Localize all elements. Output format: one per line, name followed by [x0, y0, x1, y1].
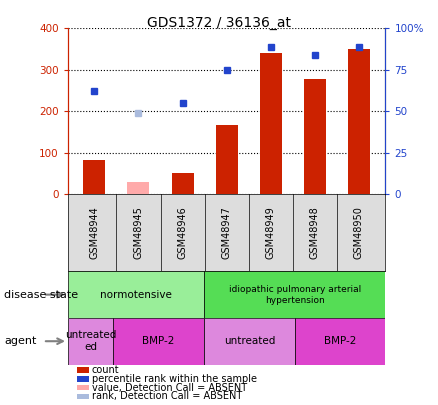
Text: GSM48946: GSM48946 — [177, 207, 187, 259]
Text: normotensive: normotensive — [100, 290, 172, 300]
Text: count: count — [92, 365, 119, 375]
Text: idiopathic pulmonary arterial
hypertension: idiopathic pulmonary arterial hypertensi… — [229, 285, 361, 305]
Bar — [68, 318, 113, 364]
Bar — [348, 49, 370, 194]
Bar — [172, 173, 194, 194]
Text: percentile rank within the sample: percentile rank within the sample — [92, 374, 257, 384]
Text: untreated: untreated — [224, 336, 275, 346]
Text: GDS1372 / 36136_at: GDS1372 / 36136_at — [147, 16, 291, 30]
Text: GSM48950: GSM48950 — [354, 207, 364, 259]
Bar — [68, 271, 204, 318]
Bar — [113, 318, 204, 364]
Text: GSM48948: GSM48948 — [310, 207, 320, 259]
Text: GSM48945: GSM48945 — [134, 207, 144, 259]
Text: GSM48944: GSM48944 — [89, 207, 99, 259]
Text: BMP-2: BMP-2 — [142, 336, 175, 346]
Bar — [260, 53, 282, 194]
Text: untreated
ed: untreated ed — [65, 330, 116, 352]
Text: BMP-2: BMP-2 — [324, 336, 356, 346]
Bar — [204, 271, 385, 318]
Bar — [204, 318, 295, 364]
Bar — [295, 318, 385, 364]
Bar — [215, 125, 238, 194]
Text: GSM48949: GSM48949 — [266, 207, 276, 259]
Bar — [83, 160, 106, 194]
Text: disease state: disease state — [4, 290, 78, 300]
Text: value, Detection Call = ABSENT: value, Detection Call = ABSENT — [92, 383, 247, 392]
Text: rank, Detection Call = ABSENT: rank, Detection Call = ABSENT — [92, 392, 242, 401]
Text: GSM48947: GSM48947 — [222, 207, 232, 259]
Bar — [127, 182, 149, 194]
Bar — [304, 79, 326, 194]
Text: agent: agent — [4, 336, 37, 346]
